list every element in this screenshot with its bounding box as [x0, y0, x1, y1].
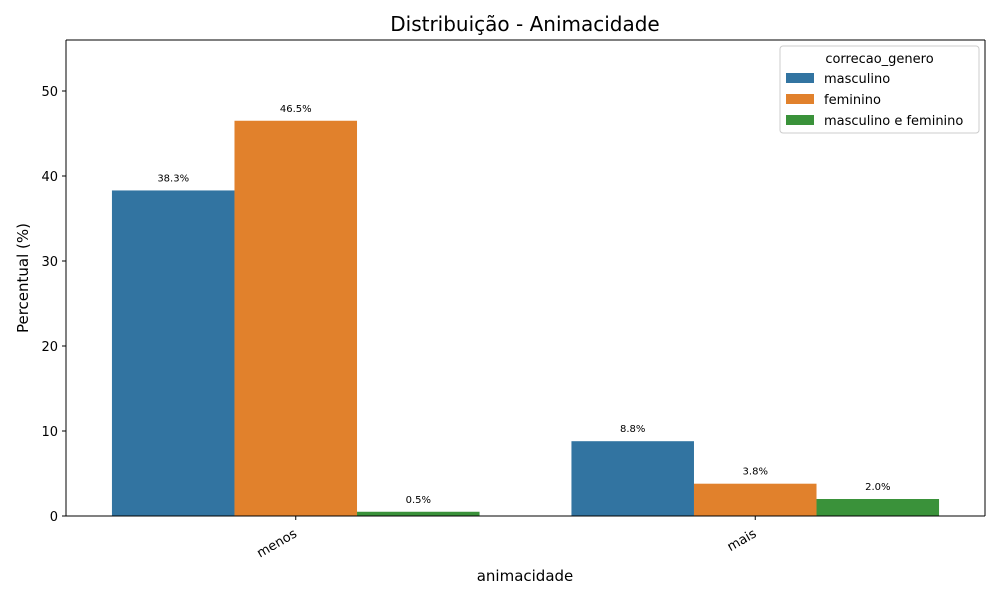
y-tick-label: 0 — [50, 510, 58, 525]
bar — [111, 190, 235, 516]
y-tick-label: 20 — [41, 340, 58, 355]
x-axis-label: animacidade — [477, 567, 574, 585]
data-label: 0.5% — [406, 495, 431, 506]
legend: correcao_genero masculino feminino masculin… — [779, 45, 980, 134]
legend-label: feminino — [824, 93, 881, 108]
y-axis-label: Percentual (%) — [14, 223, 32, 333]
legend-title: correcao_genero — [825, 52, 933, 67]
legend-swatch — [786, 73, 814, 83]
legend-label: masculino e feminino — [824, 114, 963, 129]
data-label: 46.5% — [280, 104, 312, 115]
y-tick-label: 10 — [41, 425, 58, 440]
y-tick-label: 40 — [41, 170, 58, 185]
data-label: 3.8% — [743, 467, 768, 478]
y-tick-label: 50 — [41, 85, 58, 100]
bar — [234, 120, 358, 516]
x-tick-label: menos — [254, 526, 299, 561]
legend-swatch — [786, 115, 814, 125]
data-label: 8.8% — [620, 424, 645, 435]
legend-swatch — [786, 94, 814, 104]
bars-group: 38.3% 8.8% 46.5% 3.8% 0.5% 2.0% — [111, 104, 940, 516]
data-label: 38.3% — [157, 173, 189, 184]
legend-label: masculino — [824, 72, 890, 87]
bar — [693, 483, 817, 516]
data-label: 2.0% — [865, 482, 890, 493]
bar — [816, 499, 940, 516]
chart-title: Distribuição - Animacidade — [390, 12, 660, 36]
bar — [357, 511, 480, 516]
legend-box — [779, 45, 980, 134]
bar — [571, 441, 694, 516]
y-tick-label: 30 — [41, 255, 58, 270]
x-tick-label: mais — [725, 526, 760, 555]
